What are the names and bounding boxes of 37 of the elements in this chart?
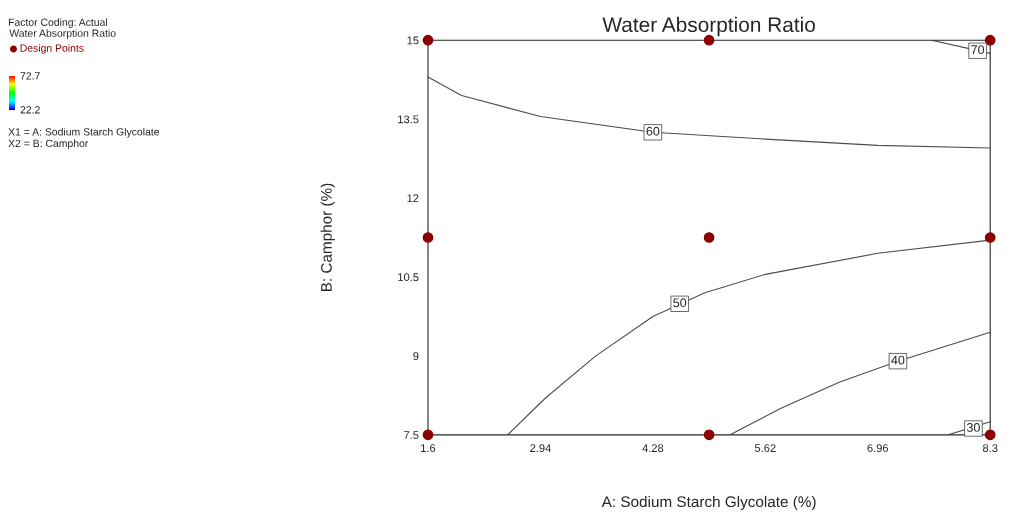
legend-label: Design Points [20, 44, 84, 54]
point [422, 34, 434, 46]
x-axis-title: A: Sodium Starch Glycolate (%) [601, 495, 816, 511]
line-series [427, 76, 991, 149]
x-tick-label: 2.94 [530, 444, 551, 453]
point [422, 232, 434, 243]
point [984, 232, 996, 243]
annotation: 40 [891, 355, 905, 365]
y-tick-label: 12 [407, 194, 419, 203]
point [984, 429, 996, 441]
y-axis-title: B: Camphor (%) [320, 183, 335, 292]
color-bar-label: 22.2 [20, 106, 40, 114]
x-tick-label: 4.28 [642, 444, 664, 453]
color-bar-label: 72.7 [20, 72, 40, 80]
annotation: 30 [966, 423, 980, 432]
chart-title: Water Absorption Ratio [602, 16, 815, 37]
y-tick-label: 7.5 [404, 431, 419, 439]
y-tick-label: 9 [413, 352, 419, 361]
x-tick-label: 8.3 [982, 444, 998, 453]
annotation: 50 [673, 298, 687, 308]
point [984, 34, 996, 46]
text: X1 = A: Sodium Starch Glycolate [8, 127, 160, 138]
x-tick-label: 5.62 [754, 444, 776, 453]
point [422, 429, 434, 441]
x-tick-label: 1.6 [421, 444, 436, 453]
y-tick-label: 15 [407, 36, 419, 45]
text: Factor Coding: Actual [8, 18, 107, 28]
x-tick-label: 6.96 [867, 444, 889, 453]
y-tick-label: 10.5 [398, 273, 419, 282]
annotation: 70 [971, 45, 985, 55]
legend-title: Water Absorption Ratio [9, 29, 116, 39]
annotation: 60 [646, 126, 660, 136]
line-series [729, 331, 991, 435]
y-tick-label: 13.5 [398, 115, 419, 124]
text: X2 = B: Camphor [8, 139, 89, 150]
point [703, 232, 715, 243]
point [703, 429, 715, 441]
